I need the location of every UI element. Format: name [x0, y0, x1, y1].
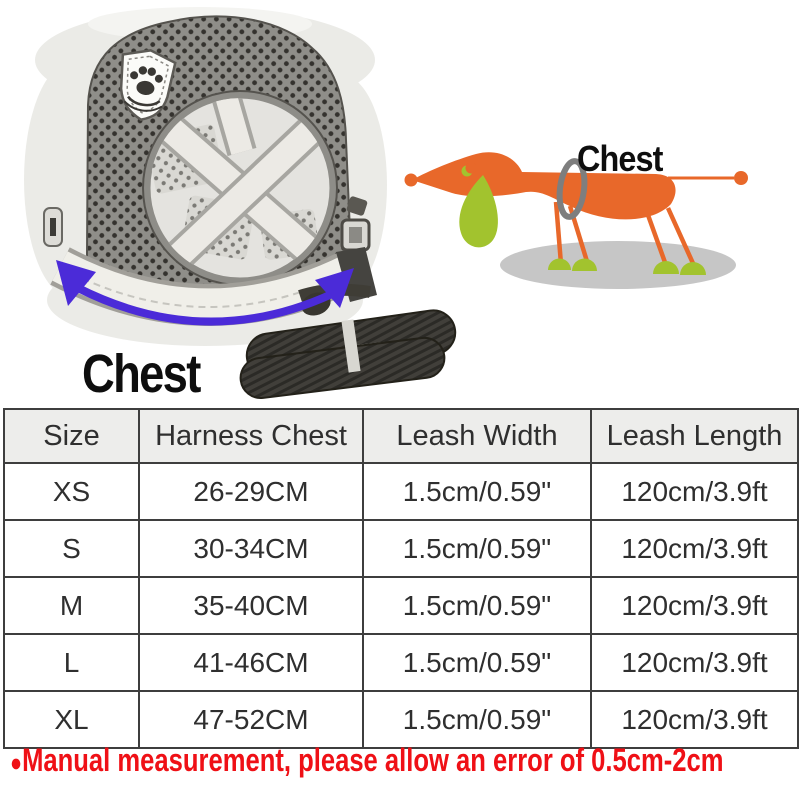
dog-illustration [404, 152, 748, 289]
harness-illustration [24, 7, 457, 399]
table-row: XS 26-29CM 1.5cm/0.59" 120cm/3.9ft [3, 462, 799, 521]
chest-ring-icon [556, 158, 588, 220]
table-cell: 1.5cm/0.59" [362, 576, 592, 635]
table-cell: M [3, 576, 140, 635]
size-table: Size Harness Chest Leash Width Leash Len… [3, 408, 799, 749]
measurement-note-text: Manual measurement, please allow an erro… [22, 742, 724, 778]
chest-measure-arrow-icon [56, 260, 354, 326]
opening-interior [150, 98, 330, 278]
table-row: L 41-46CM 1.5cm/0.59" 120cm/3.9ft [3, 633, 799, 692]
table-cell: 120cm/3.9ft [590, 462, 799, 521]
dog-tail-tip [734, 171, 748, 185]
table-cell: 120cm/3.9ft [590, 519, 799, 578]
table-cell: 120cm/3.9ft [590, 690, 799, 749]
table-cell: 26-29CM [138, 462, 364, 521]
dog-body [412, 152, 676, 220]
dog-nose [404, 173, 418, 187]
leash-illustration [239, 283, 457, 399]
table-cell: L [3, 633, 140, 692]
table-header-row: Size Harness Chest Leash Width Leash Len… [3, 408, 799, 464]
table-cell: S [3, 519, 140, 578]
dog-foot [548, 258, 571, 270]
table-row: XL 47-52CM 1.5cm/0.59" 120cm/3.9ft [3, 690, 799, 749]
chest-band [50, 247, 360, 326]
paw-badge-icon [119, 49, 177, 121]
harness-chest-label: Chest [82, 344, 201, 404]
table-cell: 1.5cm/0.59" [362, 519, 592, 578]
dog-ear [459, 175, 498, 248]
illustration-area: Chest Chest [24, 7, 748, 404]
table-cell: 41-46CM [138, 633, 364, 692]
measurement-note: ●Manual measurement, please allow an err… [10, 742, 724, 778]
header-cell-harness-chest: Harness Chest [138, 408, 364, 464]
bullet-icon: ● [10, 749, 23, 777]
header-cell-leash-width: Leash Width [362, 408, 592, 464]
header-cell-leash-length: Leash Length [590, 408, 799, 464]
table-cell: 47-52CM [138, 690, 364, 749]
table-cell: XL [3, 690, 140, 749]
table-cell: 1.5cm/0.59" [362, 462, 592, 521]
dog-foot [572, 258, 597, 271]
dog-chest-label: Chest [577, 138, 663, 179]
table-cell: 35-40CM [138, 576, 364, 635]
opening-rim [144, 92, 336, 284]
left-strap-tab [43, 207, 63, 247]
table-cell: 1.5cm/0.59" [362, 690, 592, 749]
table-cell: 30-34CM [138, 519, 364, 578]
table-row: S 30-34CM 1.5cm/0.59" 120cm/3.9ft [3, 519, 799, 578]
dog-foot [680, 262, 706, 275]
product-illustration [24, 7, 748, 399]
table-cell: 120cm/3.9ft [590, 633, 799, 692]
table-cell: 120cm/3.9ft [590, 576, 799, 635]
table-row: M 35-40CM 1.5cm/0.59" 120cm/3.9ft [3, 576, 799, 635]
header-cell-size: Size [3, 408, 140, 464]
dog-foot [653, 261, 679, 274]
table-cell: XS [3, 462, 140, 521]
table-cell: 1.5cm/0.59" [362, 633, 592, 692]
